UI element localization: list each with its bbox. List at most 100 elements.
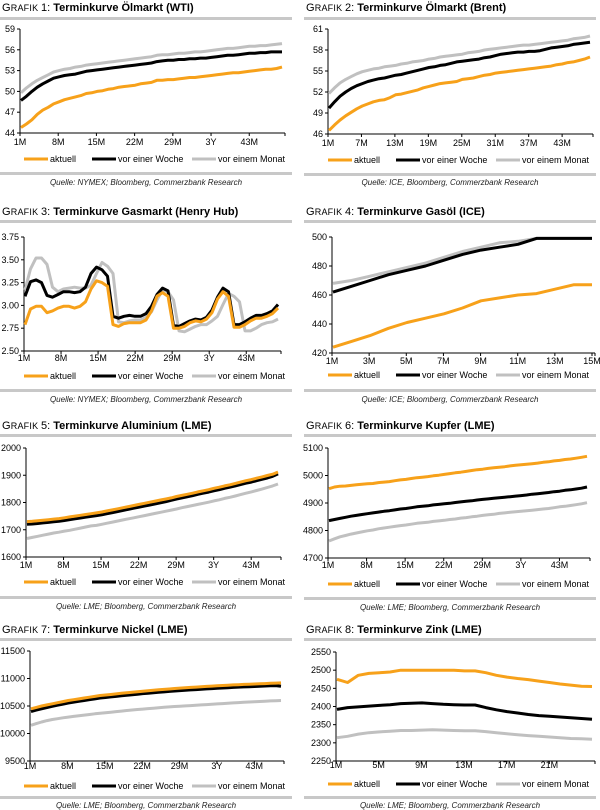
y-tick-label: 53 (5, 66, 15, 76)
x-tick-label: 9M (415, 760, 428, 770)
series-line-vor-einem-monat (26, 482, 279, 540)
y-tick-label: 5000 (303, 471, 323, 481)
y-tick-label: 2000 (1, 443, 21, 453)
legend-item: aktuell (328, 370, 380, 380)
series-line-vor-einem-monat (30, 699, 282, 727)
x-tick-label: 43M (242, 560, 260, 570)
legend-label: vor einer Woche (422, 370, 487, 380)
legend-item: vor einem Monat (496, 370, 590, 380)
legend-item: aktuell (24, 781, 76, 791)
chart-source: Quelle: ICE, Bloomberg, Commerzbank Rese… (361, 178, 539, 187)
chart-label: GRAFIK (306, 206, 345, 218)
legend-item: vor einer Woche (396, 579, 487, 589)
x-tick-label: 22M (133, 761, 151, 771)
x-tick-label: 3Y (208, 560, 219, 570)
legend-label: vor einer Woche (118, 781, 183, 791)
title-divider (0, 434, 292, 437)
x-tick-label: 3Y (204, 353, 215, 363)
footer-divider (0, 389, 292, 392)
x-tick-label: 1M (24, 761, 37, 771)
y-tick-label: 420 (312, 348, 327, 358)
legend-label: vor einer Woche (118, 371, 183, 381)
chart-label: GRAFIK (2, 2, 41, 14)
y-tick-label: 2.50 (1, 346, 19, 356)
x-tick-label: 43M (246, 761, 264, 771)
legend-item: aktuell (328, 155, 380, 165)
legend-label: vor einem Monat (522, 779, 590, 789)
series-line-vor-einem-monat (336, 728, 593, 741)
x-tick-label: 3M (363, 356, 376, 366)
chart-number: 6 (344, 420, 352, 432)
x-tick-label: 15M (92, 560, 110, 570)
y-tick-label: 3.75 (1, 232, 19, 242)
legend-item: vor einem Monat (192, 781, 286, 791)
chart-title-text: Terminkurve Ölmarkt (WTI) (53, 2, 194, 14)
chart-source: Quelle: LME; Bloomberg, Commerzbank Rese… (55, 801, 237, 810)
chart-title-text: Terminkurve Zink (LME) (357, 624, 482, 636)
chart-number: 1 (40, 2, 48, 14)
footer-divider (0, 172, 292, 175)
y-tick-label: 44 (5, 128, 15, 138)
chart-title-text: Terminkurve Kupfer (LME) (357, 420, 495, 432)
y-tick-label: 1800 (1, 498, 21, 508)
legend-label: aktuell (50, 371, 76, 381)
y-tick-label: 10000 (0, 729, 25, 739)
legend-label: vor einer Woche (118, 577, 183, 587)
x-tick-label: 22M (126, 137, 144, 147)
y-tick-label: 2500 (311, 665, 331, 675)
footer-divider (304, 389, 596, 392)
series-line-vor-einer-woche (30, 684, 282, 713)
series-line-vor-einer-woche (328, 485, 588, 523)
series-line-vor-einer-woche (26, 472, 279, 526)
x-tick-label: 15M (396, 560, 414, 570)
y-tick-label: 4800 (303, 526, 323, 536)
chart-title: GRAFIK 6: Terminkurve Kupfer (LME) (306, 420, 495, 432)
chart-label: GRAFIK (306, 624, 345, 636)
y-tick-label: 3.25 (1, 278, 19, 288)
legend-item: vor einer Woche (92, 781, 183, 791)
x-tick-label: 1M (18, 353, 31, 363)
x-tick-label: 43M (237, 353, 255, 363)
footer-divider (304, 597, 596, 600)
y-tick-label: 1600 (1, 552, 21, 562)
x-tick-label: 31M (486, 138, 504, 148)
y-tick-label: 2350 (311, 720, 331, 730)
legend-label: aktuell (354, 779, 380, 789)
legend-item: vor einer Woche (92, 154, 183, 164)
y-tick-label: 58 (313, 45, 323, 55)
x-tick-label: 43M (551, 560, 569, 570)
x-tick-label: 3Y (206, 137, 217, 147)
chart-title: GRAFIK 8: Terminkurve Zink (LME) (306, 624, 482, 636)
x-tick-label: 5M (372, 760, 385, 770)
chart-source: Quelle: NYMEX; Bloomberg, Commerzbank Re… (49, 178, 243, 187)
x-tick-label: 29M (164, 137, 182, 147)
legend-item: aktuell (328, 579, 380, 589)
x-tick-label: 29M (167, 560, 185, 570)
legend-label: vor einer Woche (422, 579, 487, 589)
x-tick-label: 7M (437, 356, 450, 366)
y-tick-label: 2400 (311, 702, 331, 712)
x-tick-label: 8M (55, 353, 68, 363)
legend-label: vor einer Woche (422, 779, 487, 789)
chart-title: GRAFIK 1: Terminkurve Ölmarkt (WTI) (2, 2, 194, 14)
y-tick-label: 50 (5, 86, 15, 96)
legend-item: vor einem Monat (192, 577, 286, 587)
x-tick-label: 25M (453, 138, 471, 148)
y-tick-label: 440 (312, 319, 327, 329)
legend-label: aktuell (50, 781, 76, 791)
chart-source: Quelle: ICE; Bloomberg, Commerzbank Rese… (361, 395, 539, 404)
footer-divider (304, 796, 596, 799)
chart-number: 2 (344, 2, 352, 14)
legend-label: vor einer Woche (422, 155, 487, 165)
legend-item: vor einem Monat (496, 779, 590, 789)
chart-source: Quelle: LME; Bloomberg, Commerzbank Rese… (359, 603, 541, 612)
series-line-aktuell (332, 283, 592, 349)
legend-label: vor einem Monat (522, 370, 590, 380)
y-tick-label: 5100 (303, 443, 323, 453)
legend-item: vor einem Monat (192, 154, 286, 164)
x-tick-label: 3Y (515, 560, 526, 570)
